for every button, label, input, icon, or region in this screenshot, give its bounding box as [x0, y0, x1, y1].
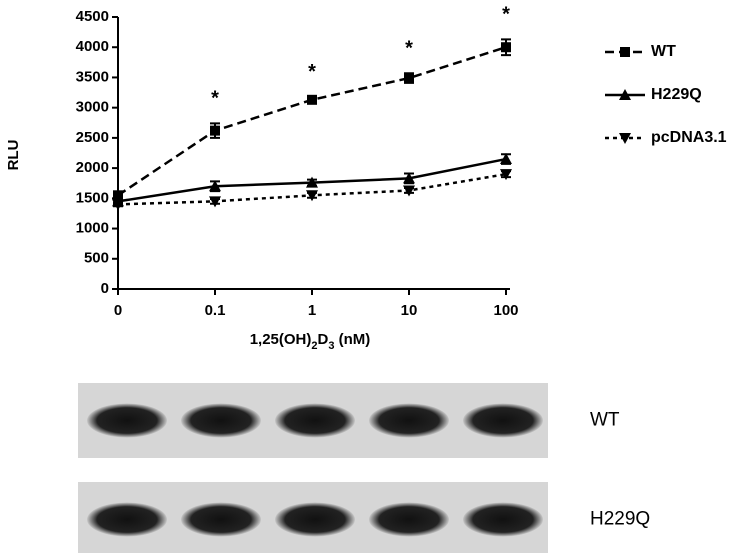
x-tick-label: 1: [308, 302, 316, 319]
marker: [403, 172, 415, 184]
marker: [209, 196, 221, 208]
marker: [307, 94, 317, 105]
marker: [306, 190, 318, 202]
x-tick-label: 0: [114, 302, 122, 319]
y-tick-label: 1000: [76, 220, 109, 237]
annotation: *: [405, 37, 413, 59]
y-tick-label: 1500: [76, 189, 109, 206]
y-tick-label: 500: [84, 250, 109, 267]
blot-band: [369, 502, 449, 537]
marker: [403, 185, 415, 197]
x-axis-label-part: 2: [311, 340, 317, 352]
x-tick-label: 10: [401, 302, 418, 319]
marker: [306, 176, 318, 188]
blot-band: [463, 403, 543, 438]
blot-band: [463, 502, 543, 537]
marker: [619, 89, 631, 100]
blot-label: H229Q: [590, 509, 650, 530]
y-tick-label: 3000: [76, 99, 109, 116]
x-axis-label-part: 1,25(OH): [250, 331, 312, 348]
legend-label: pcDNA3.1: [651, 129, 727, 146]
blot-label: WT: [590, 410, 620, 431]
x-axis-label-part: D: [318, 331, 329, 348]
blot-band: [275, 502, 355, 537]
legend-label: H229Q: [651, 86, 702, 103]
blot-band: [369, 403, 449, 438]
blot-band: [275, 403, 355, 438]
marker: [113, 190, 123, 201]
marker: [210, 125, 220, 136]
x-axis-label: 1,25(OH)2D3 (nM): [250, 331, 371, 352]
marker: [209, 180, 221, 192]
marker: [619, 133, 631, 144]
annotation: *: [211, 88, 219, 110]
y-tick-label: 4000: [76, 38, 109, 55]
y-tick-label: 2000: [76, 159, 109, 176]
x-axis-label-part: (nM): [334, 331, 370, 348]
annotation: *: [308, 61, 316, 83]
marker: [500, 153, 512, 165]
annotation: *: [502, 4, 510, 26]
y-tick-label: 4500: [76, 8, 109, 25]
y-tick-label: 3500: [76, 68, 109, 85]
marker: [500, 169, 512, 181]
marker: [501, 42, 511, 53]
blot-band: [87, 403, 167, 438]
x-tick-label: 0.1: [205, 302, 226, 319]
x-tick-label: 100: [493, 302, 518, 319]
y-axis-label: RLU: [5, 140, 22, 171]
marker: [620, 47, 630, 57]
x-axis-label-part: 3: [328, 340, 334, 352]
marker: [112, 199, 124, 211]
legend-label: WT: [651, 43, 676, 60]
blot-band: [87, 502, 167, 537]
blot-band: [181, 403, 261, 438]
blot-band: [181, 502, 261, 537]
y-tick-label: 0: [101, 280, 109, 297]
marker: [404, 73, 414, 84]
y-tick-label: 2500: [76, 129, 109, 146]
